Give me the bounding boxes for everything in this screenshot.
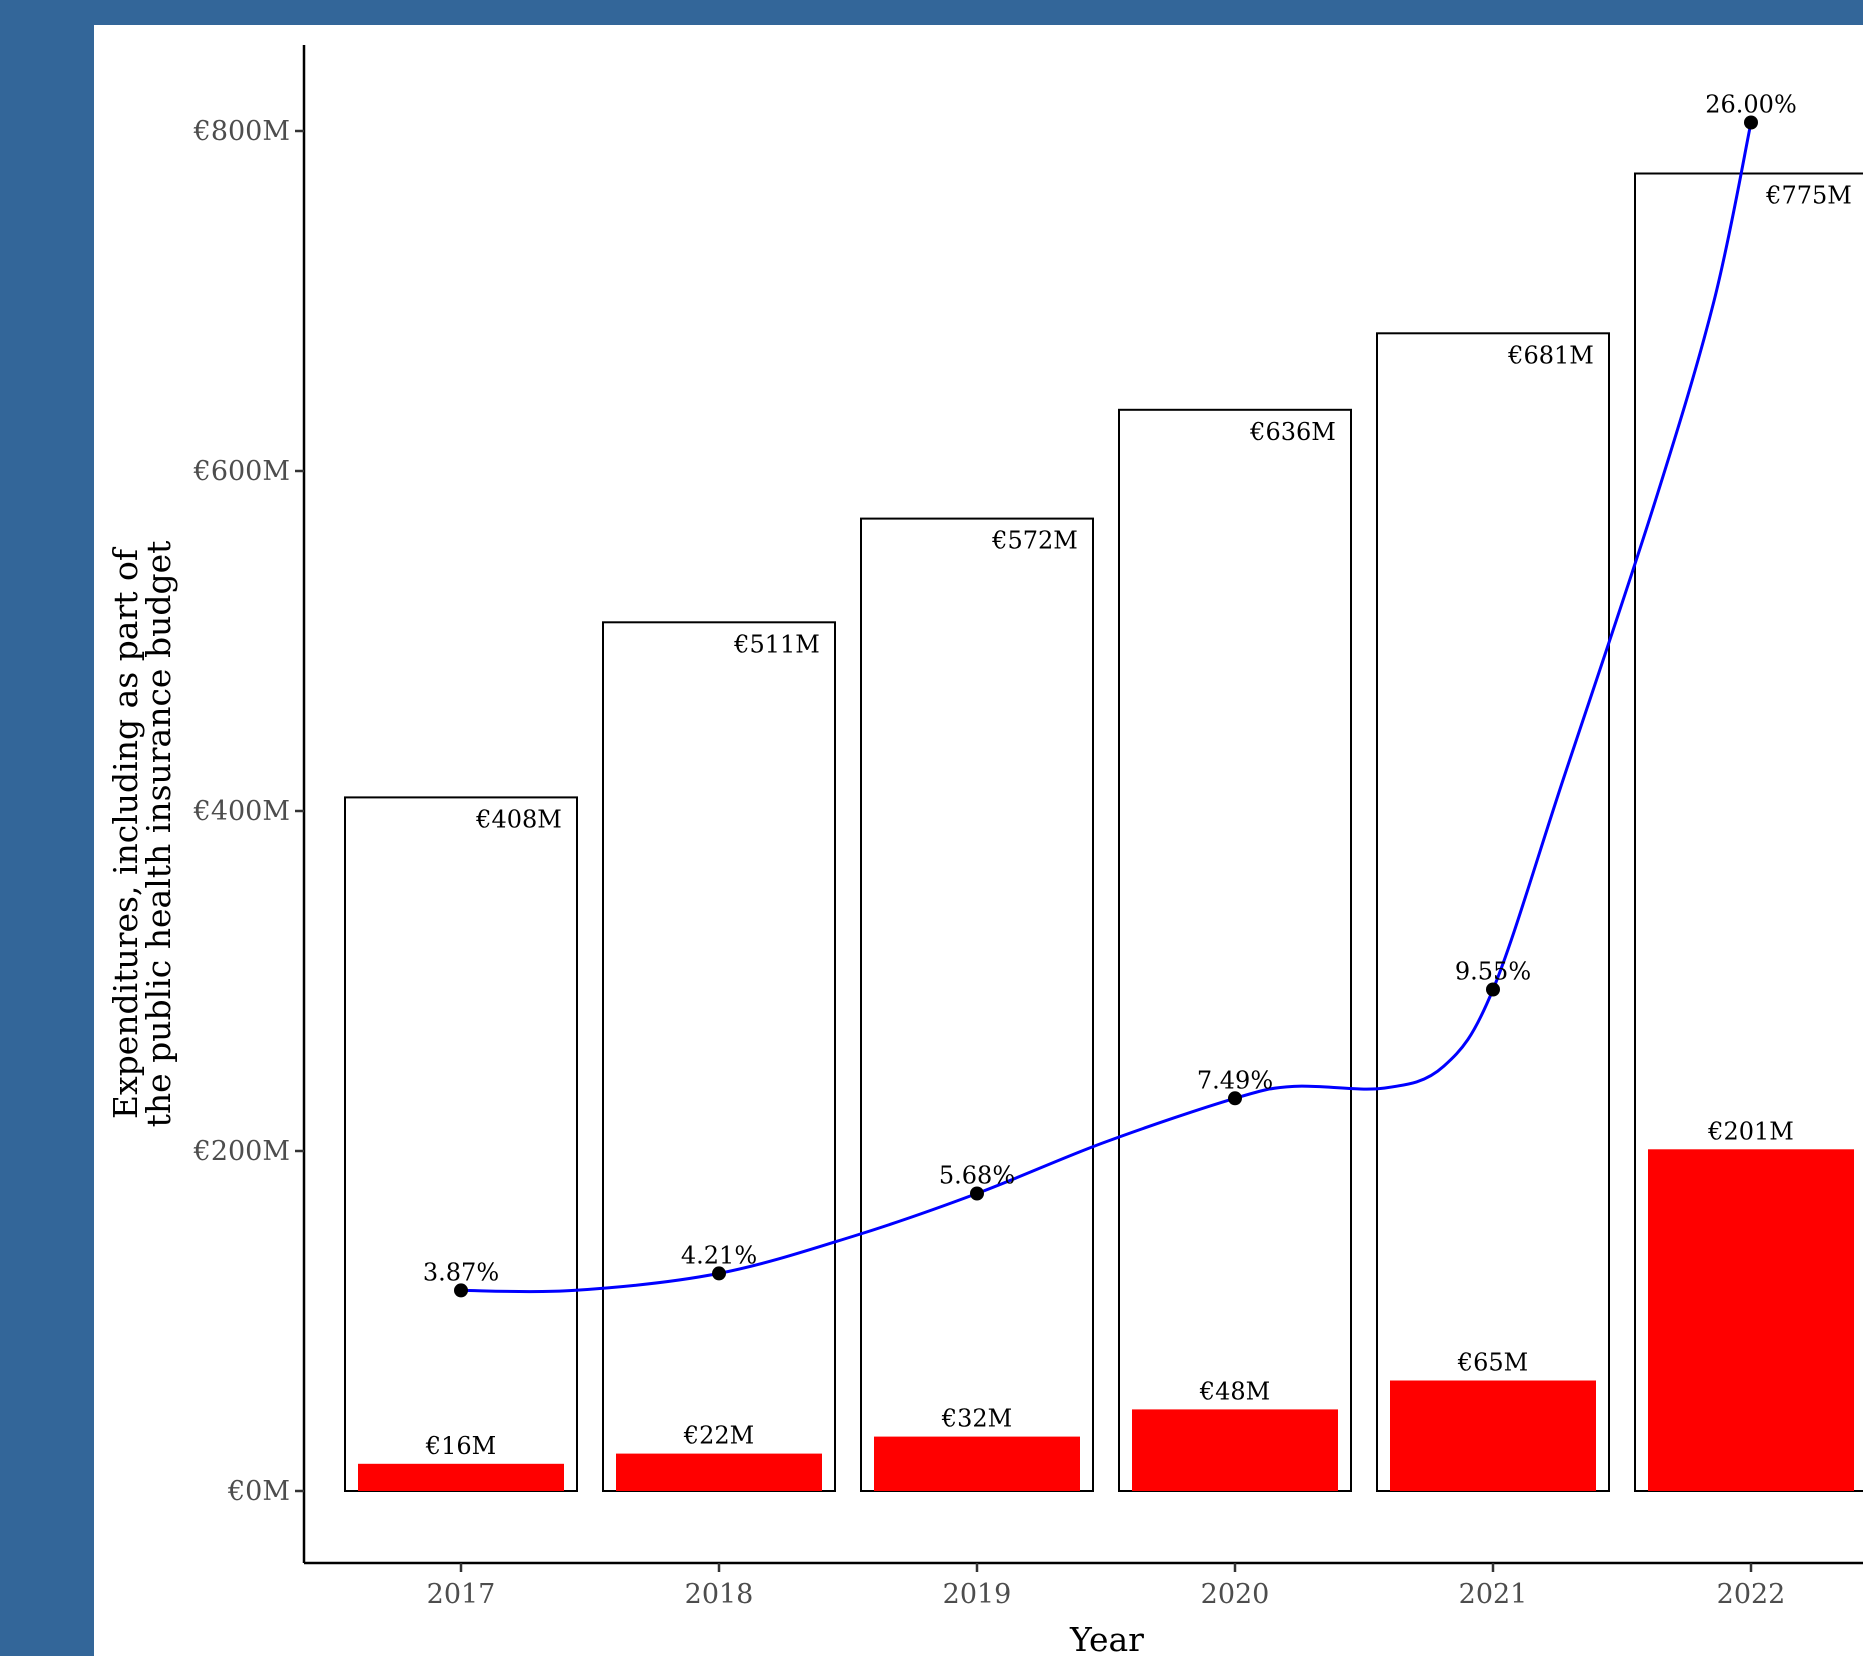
part-bar-label-2018: €22M xyxy=(683,1422,754,1450)
part-bar-2020 xyxy=(1132,1409,1338,1491)
y-axis-title: Expenditures, including as part of the p… xyxy=(106,541,178,1128)
x-tick-label-2021: 2021 xyxy=(1459,1579,1528,1610)
total-bar-2019 xyxy=(860,517,1094,1493)
part-bar-label-2020: €48M xyxy=(1199,1377,1270,1405)
x-tick-label-2020: 2020 xyxy=(1201,1579,1270,1610)
axes xyxy=(302,45,1863,1565)
total-bar-label-2018: €511M xyxy=(733,630,820,658)
total-bar-label-2019: €572M xyxy=(991,527,1078,555)
x-tick-label-2017: 2017 xyxy=(427,1579,496,1610)
total-bar-label-2022: €775M xyxy=(1765,182,1852,210)
percent-point-2021 xyxy=(1486,982,1500,997)
percent-label-2021: 9.55% xyxy=(1455,958,1531,986)
part-bars xyxy=(358,1149,1854,1491)
part-bar-label-2017: €16M xyxy=(425,1432,496,1460)
percent-point-2020 xyxy=(1228,1091,1242,1106)
total-bar-2018 xyxy=(602,621,836,1492)
chart: €408M €16M €511M €22M €572M €32M €636M €48M €681… xyxy=(106,45,1863,1656)
part-bar-2017 xyxy=(358,1463,564,1491)
y-axis-title-line-1: Expenditures, including as part of xyxy=(106,546,145,1119)
y-tick-label-800: €800M xyxy=(193,116,290,147)
part-bar-2021 xyxy=(1390,1380,1596,1491)
part-bar-label-2019: €32M xyxy=(941,1405,1012,1433)
x-tick-label-2022: 2022 xyxy=(1717,1579,1786,1610)
percent-point-2017 xyxy=(454,1283,468,1298)
data-labels: €408M €16M €511M €22M €572M €32M €636M €48M €681… xyxy=(423,91,1852,1460)
total-bar-2017 xyxy=(344,796,578,1492)
part-bar-label-2022: €201M xyxy=(1707,1117,1794,1145)
total-bar-label-2020: €636M xyxy=(1249,418,1336,446)
total-bar-label-2021: €681M xyxy=(1507,341,1594,369)
percent-label-2019: 5.68% xyxy=(939,1162,1015,1190)
percent-label-2022: 26.00% xyxy=(1705,91,1797,119)
percent-label-2020: 7.49% xyxy=(1197,1066,1273,1094)
percent-point-2018 xyxy=(712,1266,726,1281)
x-ticks: 2017 2018 2019 2020 2021 2022 xyxy=(427,1563,1786,1610)
percent-point-2022 xyxy=(1744,115,1758,130)
total-bar-2020 xyxy=(1118,408,1352,1492)
x-tick-label-2019: 2019 xyxy=(943,1579,1012,1610)
chart-panel: €408M €16M €511M €22M €572M €32M €636M €48M €681… xyxy=(94,25,1863,1656)
x-tick-label-2018: 2018 xyxy=(685,1579,754,1610)
y-tick-label-200: €200M xyxy=(193,1136,290,1167)
percent-label-2018: 4.21% xyxy=(681,1241,757,1269)
percent-label-2017: 3.87% xyxy=(423,1258,499,1286)
x-axis-title: Year xyxy=(1069,1620,1144,1656)
percent-line xyxy=(460,122,1753,1294)
part-bar-2022 xyxy=(1648,1149,1854,1491)
total-bar-2021 xyxy=(1376,332,1610,1492)
y-tick-label-400: €400M xyxy=(193,796,290,827)
part-bar-label-2021: €65M xyxy=(1457,1349,1528,1377)
part-bar-2019 xyxy=(874,1436,1080,1491)
part-bar-2018 xyxy=(616,1453,822,1491)
y-tick-label-600: €600M xyxy=(193,456,290,487)
percent-line-layer xyxy=(454,115,1758,1298)
total-bar-label-2017: €408M xyxy=(475,805,562,833)
y-axis-title-line-2: the public health insurance budget xyxy=(139,541,178,1128)
y-tick-label-0: €0M xyxy=(227,1476,290,1507)
percent-point-2019 xyxy=(970,1186,984,1201)
y-ticks: €0M €200M €400M €600M €800M xyxy=(193,116,304,1507)
total-bars xyxy=(344,172,1863,1493)
